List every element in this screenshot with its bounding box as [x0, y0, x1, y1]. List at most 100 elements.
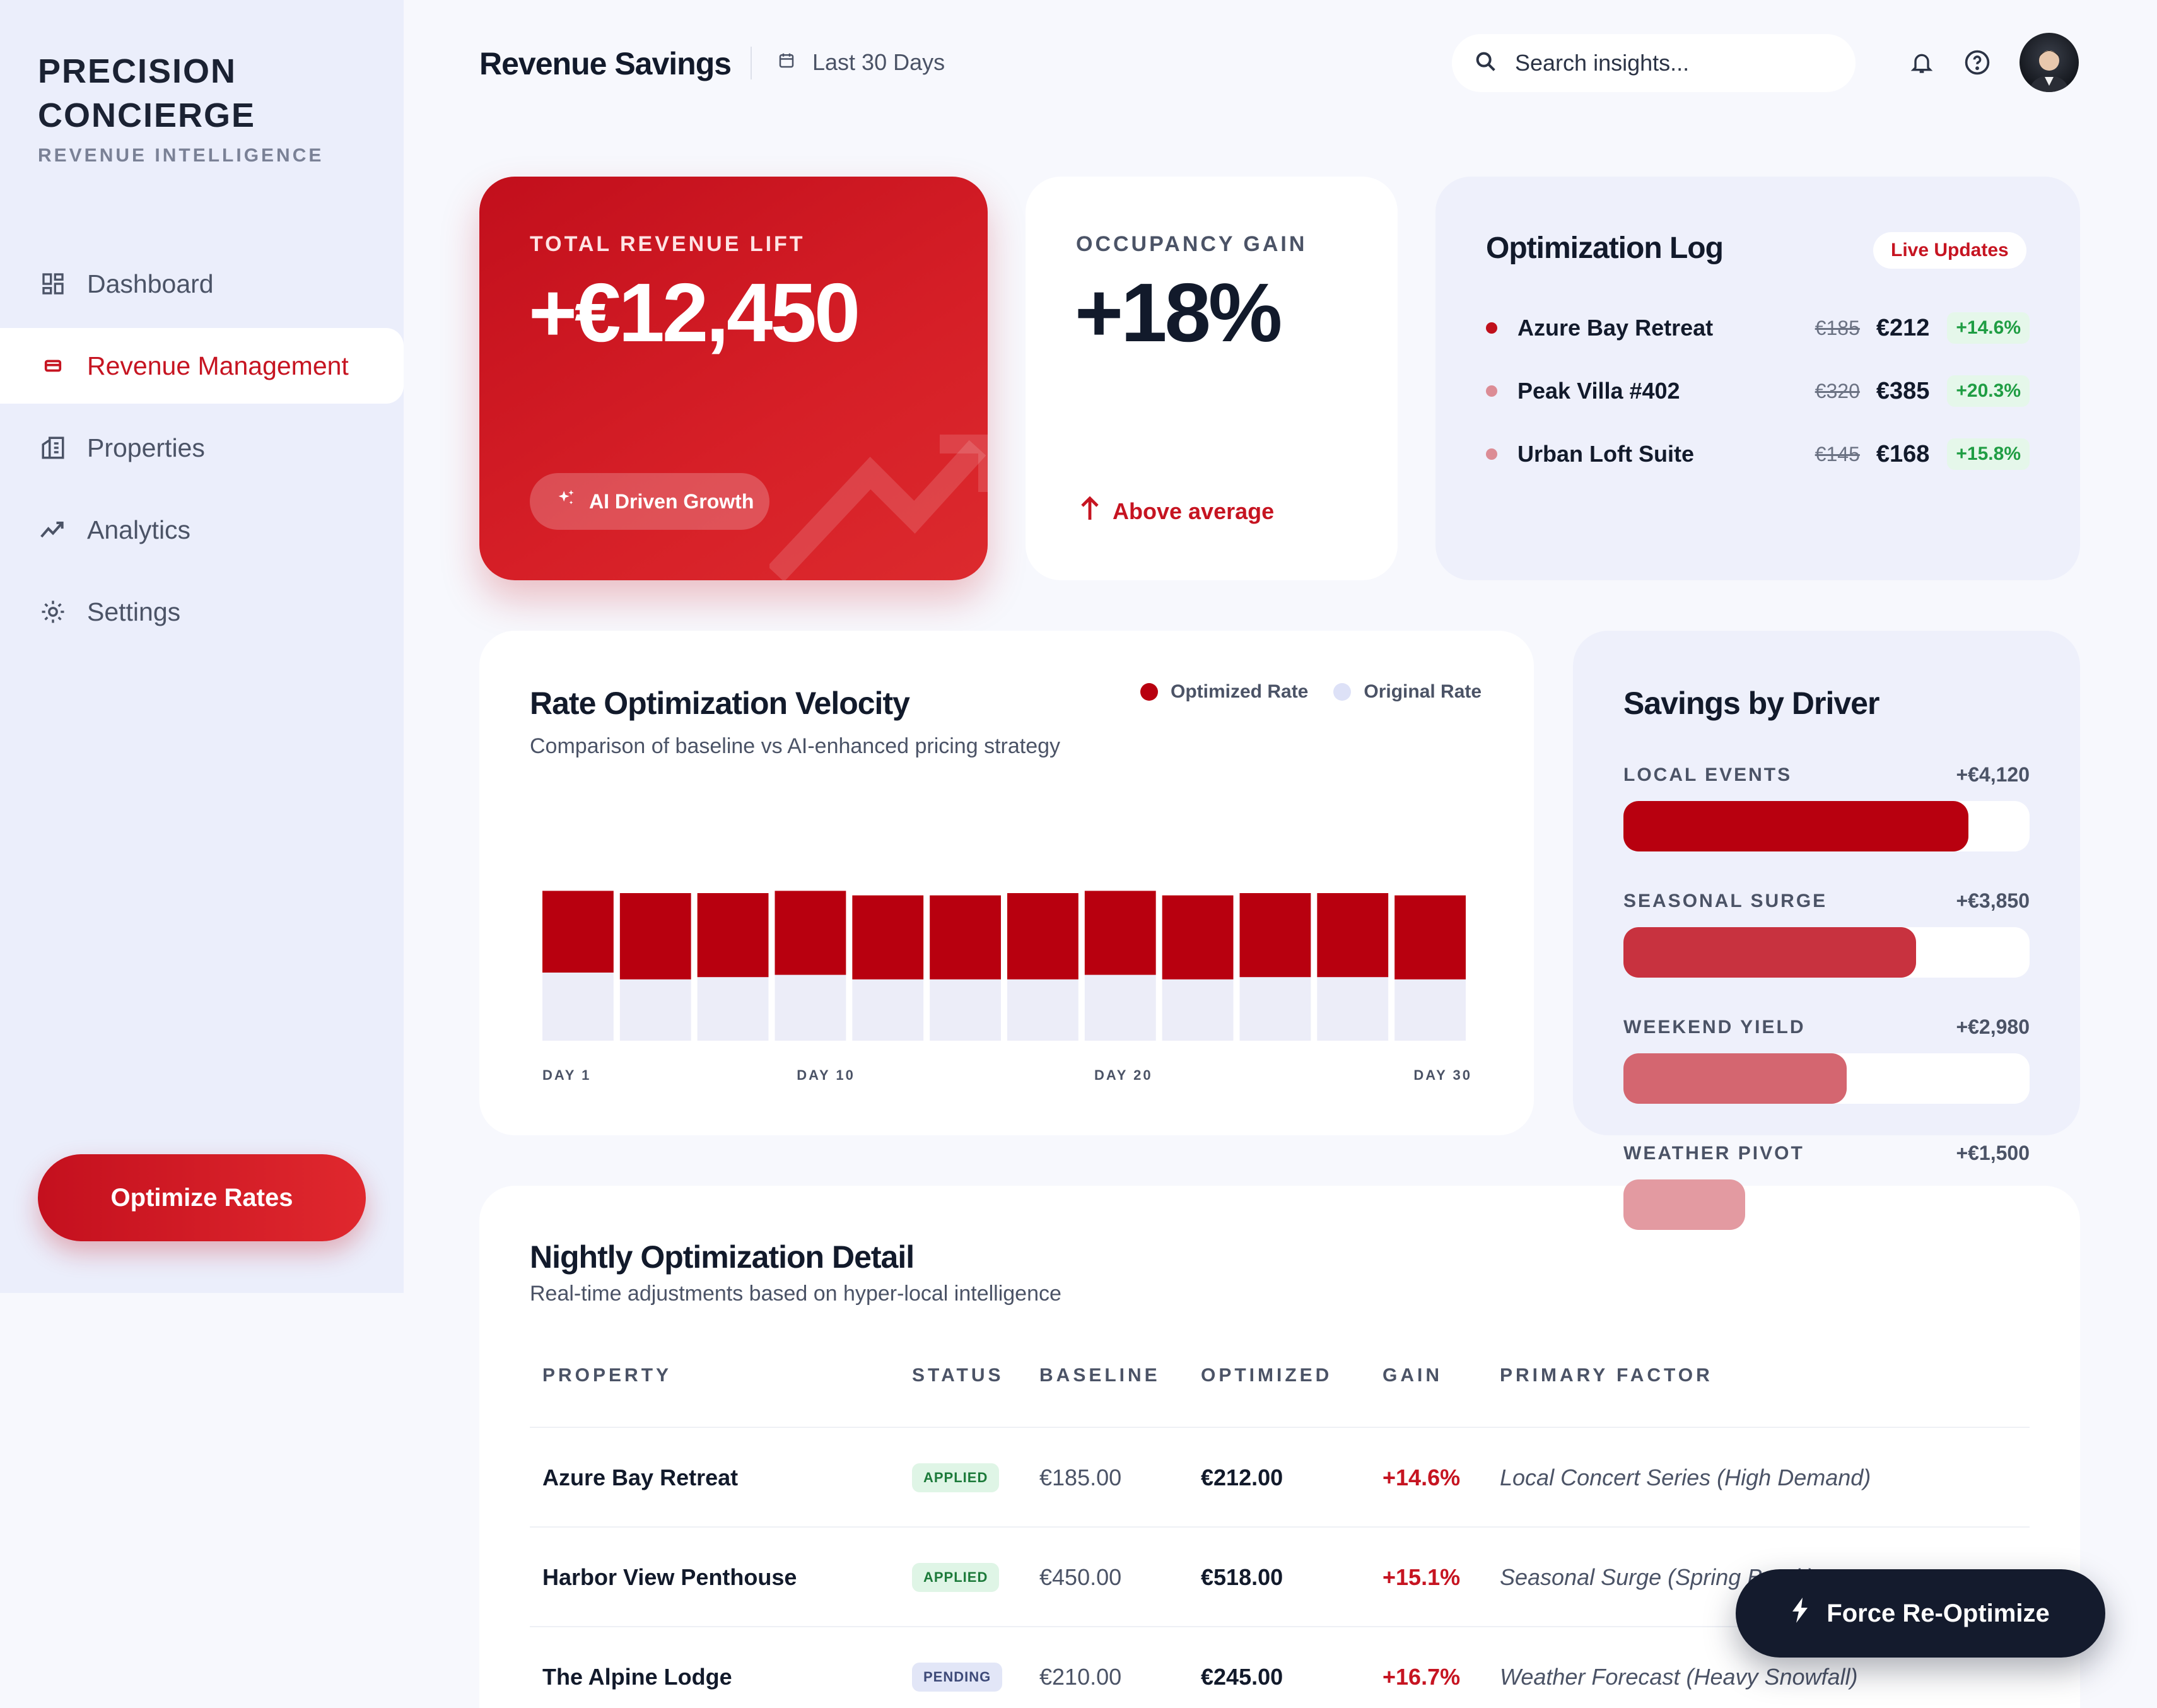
ai-driven-growth-badge: AI Driven Growth — [530, 473, 769, 530]
total-revenue-lift-card: TOTAL REVENUE LIFT +€12,450 AI Driven Gr… — [479, 177, 988, 580]
cell-baseline: €185.00 — [1039, 1465, 1122, 1490]
bar-optimized-rate — [542, 891, 614, 973]
search-input[interactable] — [1515, 50, 1843, 76]
bar-optimized-rate — [697, 893, 769, 978]
occupancy-gain-card: OCCUPANCY GAIN +18% — [1026, 177, 1398, 580]
chart-subtitle: Comparison of baseline vs AI-enhanced pr… — [530, 734, 1061, 758]
savings-by-driver-card — [1573, 631, 2080, 1135]
log-old-price: €320 — [1815, 379, 1860, 402]
cell-property: Azure Bay Retreat — [542, 1465, 739, 1490]
chart-legend: Optimized Rate Original Rate — [1140, 681, 1507, 703]
sidebar-item-label: Revenue Management — [87, 351, 349, 380]
column-header-optimized[interactable]: OPTIMIZED — [1201, 1365, 1333, 1386]
log-row[interactable]: Urban Loft Suite €145 €168 +15.8% — [1486, 435, 2030, 473]
cell-primary-factor: Weather Forecast (Heavy Snowfall) — [1500, 1664, 1858, 1690]
log-gain-badge: +15.8% — [1947, 438, 2030, 470]
column-header-gain[interactable]: GAIN — [1382, 1365, 1442, 1386]
rate-optimization-chart-card: Rate Optimization Velocity Comparison of… — [479, 631, 1534, 1135]
driver-progress-fill — [1623, 1053, 1847, 1104]
driver-progress-fill — [1623, 1179, 1746, 1230]
kpi-label: TOTAL REVENUE LIFT — [530, 232, 805, 256]
status-dot — [1486, 322, 1497, 334]
sparkle-icon — [555, 488, 576, 515]
bar-optimized-rate — [1084, 891, 1156, 975]
chart-title: Rate Optimization Velocity — [530, 686, 910, 721]
cell-gain: +15.1% — [1382, 1564, 1461, 1590]
grid-icon — [38, 269, 68, 299]
sidebar-item-analytics[interactable]: Analytics — [0, 492, 404, 568]
sidebar-item-properties[interactable]: Properties — [0, 410, 404, 486]
table-row[interactable]: Azure Bay Retreat APPLIED €185.00 €212.0… — [530, 1427, 2030, 1526]
kpi-value: +18% — [1075, 266, 1282, 359]
avatar[interactable] — [2020, 33, 2079, 92]
bar-optimized-rate — [1394, 895, 1466, 980]
sidebar-item-dashboard[interactable]: Dashboard — [0, 246, 404, 322]
bar-optimized-rate — [1162, 895, 1234, 980]
bar-original-rate — [1239, 977, 1311, 1041]
bar-original-rate — [1162, 979, 1234, 1041]
savings-title: Savings by Driver — [1623, 686, 1879, 721]
bar-optimized-rate — [1317, 893, 1389, 978]
brand-subtitle: REVENUE INTELLIGENCE — [38, 145, 324, 166]
bar-optimized-rate — [1007, 893, 1078, 980]
search-bar[interactable] — [1452, 34, 1856, 92]
lightning-icon — [1791, 1598, 1809, 1629]
log-property-name: Urban Loft Suite — [1517, 441, 1694, 467]
legend-item-optimized: Optimized Rate — [1140, 681, 1308, 703]
log-property-name: Peak Villa #402 — [1517, 378, 1680, 404]
brand-title: PRECISION CONCIERGE — [38, 52, 256, 134]
optimize-rates-button[interactable]: Optimize Rates — [38, 1154, 366, 1241]
table-row[interactable]: The Alpine Lodge PENDING €210.00 €245.00… — [530, 1626, 2030, 1708]
legend-label: Optimized Rate — [1171, 681, 1309, 702]
bar-original-rate — [852, 979, 924, 1041]
column-header-status[interactable]: STATUS — [912, 1365, 1004, 1386]
bar-original-rate — [1084, 974, 1156, 1041]
bar-original-rate — [930, 979, 1001, 1041]
legend-label: Original Rate — [1364, 681, 1482, 702]
cell-optimized: €518.00 — [1201, 1564, 1283, 1590]
nightly-optimization-table-card: Nightly Optimization Detail Real-time ad… — [479, 1186, 2080, 1708]
bar-original-rate — [619, 979, 691, 1041]
legend-swatch — [1140, 683, 1158, 701]
driver-value: +€3,850 — [1956, 889, 2030, 912]
help-icon[interactable] — [1961, 47, 1993, 78]
sidebar-item-label: Settings — [87, 597, 181, 626]
search-icon — [1473, 49, 1499, 78]
above-average-indicator: Above average — [1080, 496, 1274, 527]
calendar-icon — [777, 49, 796, 76]
ai-badge-label: AI Driven Growth — [589, 489, 754, 513]
x-tick-label: DAY 30 — [1413, 1067, 1472, 1083]
force-re-optimize-button[interactable]: Force Re-Optimize — [1736, 1569, 2105, 1658]
cell-gain: +16.7% — [1382, 1664, 1461, 1690]
driver-value: +€2,980 — [1956, 1015, 2030, 1038]
driver-progress-track — [1623, 927, 2030, 978]
status-badge: PENDING — [912, 1663, 1003, 1692]
driver-label: LOCAL EVENTS — [1623, 764, 1792, 785]
bar-optimized-rate — [852, 895, 924, 980]
log-row[interactable]: Azure Bay Retreat €185 €212 +14.6% — [1486, 309, 2030, 347]
trend-decoration-icon — [769, 435, 988, 580]
legend-item-original: Original Rate — [1333, 681, 1482, 703]
sidebar-item-settings[interactable]: Settings — [0, 574, 404, 650]
cell-optimized: €212.00 — [1201, 1465, 1283, 1490]
cell-gain: +14.6% — [1382, 1465, 1461, 1490]
bar-optimized-rate — [930, 895, 1001, 980]
bell-icon[interactable] — [1906, 47, 1938, 78]
bar-original-rate — [1394, 979, 1466, 1041]
column-header-property[interactable]: PROPERTY — [542, 1365, 672, 1386]
cell-baseline: €210.00 — [1039, 1664, 1122, 1690]
log-new-price: €212 — [1876, 314, 1930, 341]
status-dot — [1486, 385, 1497, 397]
column-header-primary-factor[interactable]: PRIMARY FACTOR — [1500, 1365, 1713, 1386]
log-old-price: €145 — [1815, 442, 1860, 465]
driver-progress-track — [1623, 1053, 2030, 1104]
column-header-baseline[interactable]: BASELINE — [1039, 1365, 1160, 1386]
log-property-name: Azure Bay Retreat — [1517, 315, 1714, 341]
x-tick-label: DAY 20 — [1094, 1067, 1153, 1083]
bar-original-rate — [1317, 977, 1389, 1041]
sidebar-item-revenue-management[interactable]: Revenue Management — [0, 328, 404, 404]
sidebar-item-label: Analytics — [87, 515, 191, 544]
date-range-selector[interactable]: Last 30 Days — [777, 49, 945, 76]
sidebar-nav: Dashboard Revenue Management Properties … — [0, 246, 404, 656]
log-row[interactable]: Peak Villa #402 €320 €385 +20.3% — [1486, 372, 2030, 410]
